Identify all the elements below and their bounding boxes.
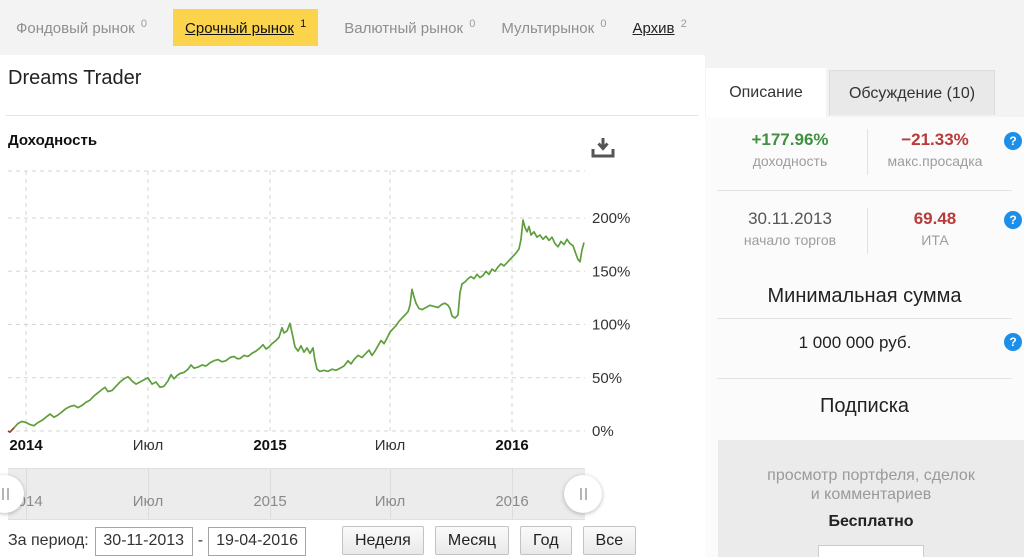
section-divider: [717, 190, 1012, 191]
page-title: Dreams Trader: [8, 67, 142, 89]
stat-start-date: 30.11.2013 начало торгов: [743, 209, 837, 248]
market-nav-item[interactable]: Фондовый рынок 0: [16, 18, 148, 37]
section-divider: [717, 378, 1012, 379]
navigator-tick: [26, 469, 27, 519]
navigator-tick: [512, 469, 513, 519]
chart-x-axis: 2014 Июл 2015 Июл 2016: [0, 437, 648, 457]
navigator-label: 2015: [253, 493, 287, 510]
market-nav-item[interactable]: Валютный рынок 0: [344, 18, 476, 37]
stat-return: +177.96% доходность: [751, 130, 829, 169]
date-separator: -: [197, 532, 204, 549]
left-column: Dreams Trader Доходность 0% 50% 100% 150% 20…: [0, 55, 705, 557]
stat-ita: 69.48 ИТА: [913, 209, 957, 248]
returns-line: [7, 427, 15, 433]
y-axis-label: 0%: [592, 423, 614, 440]
download-icon[interactable]: [588, 135, 618, 161]
navigator-tick: [390, 469, 391, 519]
navigator-label: Июл: [132, 493, 164, 510]
range-button-все[interactable]: Все: [582, 526, 637, 555]
market-nav: Фондовый рынок 0 Срочный рынок 1 Валютный …: [0, 0, 1024, 55]
y-axis-label: 150%: [592, 263, 630, 280]
subscription-price: Бесплатно: [828, 513, 914, 530]
period-label: За период:: [8, 532, 89, 549]
navigator-handle-right[interactable]: [564, 475, 602, 513]
period-controls: За период: - Неделя Месяц Год Все: [8, 526, 698, 556]
subscription-line1: просмотр портфеля, сделок: [767, 467, 975, 484]
help-icon-ita[interactable]: ?: [1004, 211, 1022, 229]
market-nav-item[interactable]: Мультирынок 0: [501, 18, 607, 37]
range-button-год[interactable]: Год: [520, 526, 572, 555]
subscription-heading: Подписка: [819, 395, 910, 417]
x-axis-label: 2014: [9, 437, 43, 454]
range-button-месяц[interactable]: Месяц: [434, 526, 510, 555]
min-sum-value: 1 000 000 руб.: [798, 333, 912, 352]
market-nav-item[interactable]: Архив 2: [632, 18, 687, 37]
y-axis-label: 100%: [592, 317, 630, 334]
min-sum-heading: Минимальная сумма: [767, 285, 962, 307]
x-axis-label: Июл: [132, 437, 164, 454]
date-from-input[interactable]: [94, 526, 193, 556]
subscription-box: просмотр портфеля, сделок и комментариев…: [718, 440, 1024, 557]
stat-divider: [867, 208, 868, 254]
navigator-tick: [270, 469, 271, 519]
returns-line: [13, 219, 585, 429]
y-axis-label: 50%: [592, 370, 622, 387]
stat-divider: [867, 129, 868, 175]
market-nav-bar: Фондовый рынок 0 Срочный рынок 1 Валютный …: [0, 0, 1024, 55]
panel-body: +177.96% доходность −21.33% макс.просадк…: [705, 117, 1024, 557]
right-panel: Описание Обсуждение (10) +177.96% доходн…: [705, 55, 1024, 557]
range-button-неделя[interactable]: Неделя: [342, 526, 424, 555]
navigator-label: Июл: [374, 493, 406, 510]
x-axis-label: 2016: [495, 437, 529, 454]
tab-description[interactable]: Описание: [706, 68, 826, 117]
section-divider: [717, 318, 1012, 319]
navigator-tick: [148, 469, 149, 519]
x-axis-label: 2015: [253, 437, 287, 454]
navigator-label: 2016: [495, 493, 529, 510]
returns-chart: 0% 50% 100% 150% 200%: [7, 170, 630, 440]
range-buttons: Неделя Месяц Год Все: [342, 526, 637, 555]
subscription-line2: и комментариев: [810, 486, 932, 503]
market-nav-item[interactable]: Срочный рынок 1: [173, 9, 319, 46]
help-icon-return[interactable]: ?: [1004, 132, 1022, 150]
title-divider: [6, 115, 698, 116]
subscribe-button[interactable]: Подписаться: [818, 545, 924, 557]
tab-discussion[interactable]: Обсуждение (10): [829, 70, 995, 115]
x-axis-label: Июл: [374, 437, 406, 454]
stat-drawdown: −21.33% макс.просадка: [887, 130, 983, 169]
y-axis-label: 200%: [592, 210, 630, 227]
navigator[interactable]: 2014 Июл 2015 Июл 2016: [0, 468, 602, 520]
date-to-input[interactable]: [208, 526, 307, 556]
chart-heading: Доходность: [8, 132, 98, 149]
help-icon-min-sum[interactable]: ?: [1004, 333, 1022, 351]
